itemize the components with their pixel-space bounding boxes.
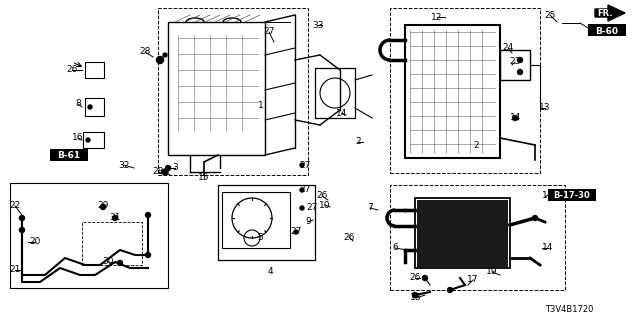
Bar — [85, 98, 104, 116]
Polygon shape — [595, 5, 625, 21]
Circle shape — [157, 57, 163, 63]
Circle shape — [518, 69, 522, 75]
Bar — [10, 183, 168, 288]
Text: 26: 26 — [410, 274, 420, 283]
Text: B-60: B-60 — [595, 27, 618, 36]
Text: B-17-30: B-17-30 — [554, 191, 590, 201]
Text: 23: 23 — [509, 58, 521, 67]
Text: 9: 9 — [305, 218, 311, 227]
Text: 16: 16 — [72, 133, 84, 142]
Circle shape — [86, 138, 90, 142]
Text: FR.: FR. — [597, 9, 612, 18]
Bar — [315, 68, 355, 118]
Bar — [85, 62, 104, 78]
Text: 30: 30 — [102, 258, 114, 267]
Circle shape — [145, 252, 150, 258]
Text: 17: 17 — [467, 276, 479, 284]
Text: 24: 24 — [502, 44, 514, 52]
Text: 13: 13 — [540, 103, 551, 113]
Circle shape — [294, 230, 298, 234]
Circle shape — [447, 287, 452, 292]
Bar — [548, 189, 596, 201]
Text: 6: 6 — [392, 244, 398, 252]
Text: 27: 27 — [263, 28, 275, 36]
Text: 31: 31 — [109, 212, 121, 221]
Bar — [50, 149, 88, 161]
Bar — [158, 8, 308, 175]
Bar — [588, 24, 626, 36]
Text: 26: 26 — [316, 191, 328, 201]
Text: 21: 21 — [10, 266, 20, 275]
Bar — [390, 8, 540, 173]
Text: 8: 8 — [75, 100, 81, 108]
Text: B-61: B-61 — [58, 151, 81, 161]
Text: 18: 18 — [410, 293, 422, 302]
Circle shape — [100, 204, 106, 210]
Text: 20: 20 — [29, 237, 41, 246]
Bar — [168, 22, 265, 155]
Bar — [417, 200, 508, 267]
Text: 27: 27 — [300, 161, 310, 170]
Text: 27: 27 — [291, 228, 301, 236]
Text: 14: 14 — [510, 114, 522, 123]
Bar — [415, 198, 510, 268]
Circle shape — [300, 188, 304, 192]
Circle shape — [19, 215, 24, 220]
Text: 33: 33 — [312, 20, 324, 29]
Bar — [390, 185, 565, 290]
Bar — [405, 25, 500, 158]
Circle shape — [513, 116, 518, 121]
Circle shape — [88, 105, 92, 109]
Text: 4: 4 — [267, 268, 273, 276]
Bar — [222, 192, 290, 248]
Circle shape — [413, 292, 417, 298]
Circle shape — [532, 215, 538, 220]
Text: 28: 28 — [152, 167, 164, 177]
Text: 27: 27 — [300, 186, 310, 195]
Bar — [500, 50, 530, 80]
Circle shape — [166, 165, 170, 171]
Text: 22: 22 — [10, 202, 20, 211]
Circle shape — [300, 163, 304, 167]
Text: 5: 5 — [257, 233, 263, 242]
Text: 14: 14 — [542, 244, 554, 252]
Text: 10: 10 — [319, 201, 331, 210]
Text: 7: 7 — [367, 204, 373, 212]
Text: 25: 25 — [544, 11, 556, 20]
Text: 15: 15 — [198, 173, 210, 182]
Circle shape — [422, 276, 428, 281]
Text: 29: 29 — [97, 201, 109, 210]
Circle shape — [145, 212, 150, 218]
Text: 11: 11 — [542, 190, 554, 199]
Circle shape — [163, 53, 167, 57]
Circle shape — [19, 228, 24, 233]
Text: 2: 2 — [473, 140, 479, 149]
Circle shape — [300, 206, 304, 210]
Text: 26: 26 — [67, 66, 77, 75]
Text: 27: 27 — [307, 204, 317, 212]
Text: 14: 14 — [336, 108, 348, 117]
Text: 19: 19 — [486, 268, 498, 276]
Text: 3: 3 — [172, 164, 178, 172]
Text: 28: 28 — [140, 47, 150, 57]
Circle shape — [118, 260, 122, 266]
Text: 12: 12 — [431, 12, 443, 21]
Text: T3V4B1720: T3V4B1720 — [545, 306, 593, 315]
Text: 1: 1 — [258, 100, 264, 109]
Circle shape — [518, 58, 522, 62]
Text: 26: 26 — [343, 233, 355, 242]
Bar — [82, 222, 142, 265]
Text: 2: 2 — [355, 138, 361, 147]
Text: 32: 32 — [118, 161, 130, 170]
Circle shape — [113, 215, 118, 220]
Bar — [218, 185, 315, 260]
Circle shape — [162, 169, 168, 175]
Bar — [83, 132, 104, 148]
